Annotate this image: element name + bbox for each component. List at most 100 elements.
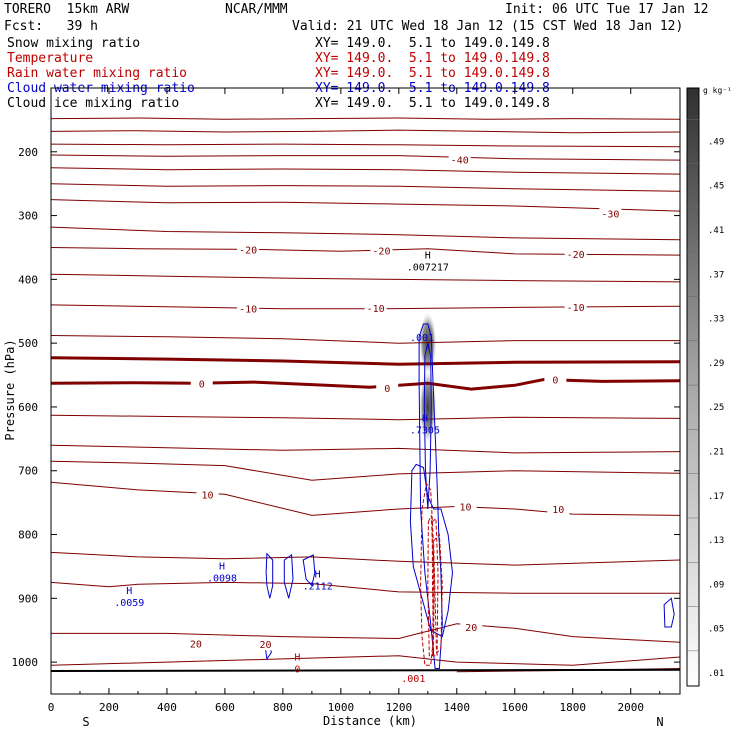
y-tick-label: 900 bbox=[18, 592, 38, 605]
y-tick-label: 800 bbox=[18, 529, 38, 542]
init-time: Init: 06 UTC Tue 17 Jan 12 bbox=[505, 2, 709, 17]
isotherm-line bbox=[51, 414, 680, 421]
isotherm-label-background bbox=[454, 500, 477, 513]
isotherm-label: 0 bbox=[552, 376, 558, 387]
isotherm-label-background bbox=[544, 373, 567, 386]
x-tick-label: 200 bbox=[99, 701, 119, 714]
x-tick-label: 1200 bbox=[386, 701, 413, 714]
colorbar-tick-label: .21 bbox=[708, 448, 724, 458]
isotherm-label-background bbox=[364, 302, 387, 315]
isotherm-line bbox=[51, 304, 680, 310]
colorbar-tick-label: .33 bbox=[708, 315, 724, 325]
isotherm-line bbox=[51, 143, 680, 148]
isotherm-line bbox=[51, 460, 680, 481]
isotherm-line bbox=[51, 551, 680, 566]
isotherm-line bbox=[51, 481, 680, 516]
x-tick-label: 2000 bbox=[617, 701, 644, 714]
isotherm-line bbox=[51, 623, 680, 643]
x-tick-label: 600 bbox=[215, 701, 235, 714]
field-xy-cloud-ice: XY= 149.0. 5.1 to 149.0.149.8 bbox=[315, 96, 550, 111]
isotherm-line bbox=[51, 581, 680, 594]
isotherm-line bbox=[51, 377, 680, 391]
field-name-rain: Rain water mixing ratio bbox=[7, 66, 188, 81]
extremum-marker: H bbox=[294, 652, 300, 663]
extremum-value: .0098 bbox=[207, 573, 237, 584]
forecast-hour: Fcst: 39 h bbox=[4, 19, 98, 34]
extremum-value: .2112 bbox=[303, 582, 333, 593]
colorbar-tick-label: .41 bbox=[708, 226, 724, 236]
rain-water-contour bbox=[433, 533, 443, 654]
y-tick-label: 400 bbox=[18, 273, 38, 286]
colorbar-tick-label: .17 bbox=[708, 492, 724, 502]
isotherm-line bbox=[51, 356, 680, 366]
isotherm-label-background bbox=[599, 207, 622, 220]
plot-frame bbox=[50, 87, 681, 695]
isotherm-label: 10 bbox=[552, 505, 564, 516]
isotherm-label-background bbox=[564, 300, 587, 313]
isotherm-line bbox=[51, 117, 680, 120]
y-axis-label: Pressure (hPa) bbox=[3, 339, 17, 440]
colorbar-tick-label: .49 bbox=[708, 137, 724, 147]
north-end-label: N bbox=[656, 715, 663, 729]
extremum-value: .001 bbox=[410, 333, 434, 344]
cloud-water-contour bbox=[265, 552, 274, 599]
isotherm-label-background bbox=[564, 247, 587, 260]
isotherm-label: 0 bbox=[384, 384, 390, 395]
x-tick-label: 1000 bbox=[328, 701, 355, 714]
isotherm-line bbox=[51, 335, 680, 344]
extremum-marker: H bbox=[126, 586, 132, 597]
field-name-cloud-ice: Cloud ice mixing ratio bbox=[7, 96, 180, 111]
extremum-value: .007217 bbox=[407, 263, 449, 274]
colorbar-tick-label: .25 bbox=[708, 403, 724, 413]
colorbar-scale bbox=[686, 87, 700, 687]
y-tick-label: 600 bbox=[18, 401, 38, 414]
extremum-marker: H bbox=[425, 251, 431, 262]
isotherm-label: 20 bbox=[465, 623, 477, 634]
cloud-water-contour bbox=[302, 554, 316, 587]
isotherm-line bbox=[51, 167, 680, 175]
isotherm-label: -20 bbox=[372, 247, 390, 258]
isotherm-line bbox=[51, 226, 680, 241]
isotherm-label-background bbox=[460, 621, 483, 634]
extremum-value: .0059 bbox=[114, 598, 144, 609]
isotherm-line bbox=[51, 247, 680, 256]
isotherm-label-background bbox=[254, 638, 277, 651]
x-tick-label: 1600 bbox=[502, 701, 529, 714]
colorbar-tick-label: .13 bbox=[708, 536, 724, 546]
valid-time: Valid: 21 UTC Wed 18 Jan 12 (15 CST Wed … bbox=[292, 19, 684, 34]
field-xy-rain: XY= 149.0. 5.1 to 149.0.149.8 bbox=[315, 66, 550, 81]
isotherm-label-background bbox=[237, 243, 260, 256]
isotherm-label: -20 bbox=[239, 245, 257, 256]
y-tick-label: 200 bbox=[18, 146, 38, 159]
ground-surface-line bbox=[51, 668, 680, 672]
colorbar-unit-label: g kg⁻¹ bbox=[703, 86, 732, 95]
colorbar-tick-label: .05 bbox=[708, 625, 724, 635]
isotherm-label-background bbox=[196, 488, 219, 501]
snow-shading-core bbox=[418, 368, 437, 445]
x-tick-label: 1400 bbox=[444, 701, 471, 714]
colorbar-tick-label: .45 bbox=[708, 182, 724, 192]
colorbar-tick-label: .01 bbox=[708, 669, 724, 679]
extremum-marker: H bbox=[219, 561, 225, 572]
isotherm-label-background bbox=[190, 377, 213, 390]
isotherm-line bbox=[51, 129, 680, 134]
x-tick-label: 800 bbox=[273, 701, 293, 714]
isotherm-label-background bbox=[448, 153, 471, 166]
isotherm-label: 10 bbox=[202, 490, 214, 501]
isotherm-line bbox=[51, 655, 680, 666]
y-tick-label: 1000 bbox=[12, 656, 39, 669]
isotherm-label: 20 bbox=[190, 640, 202, 651]
model-title: TORERO 15km ARW bbox=[4, 2, 130, 17]
field-name-temperature: Temperature bbox=[7, 51, 94, 66]
isotherm-label-background bbox=[237, 302, 260, 315]
isotherm-label: 10 bbox=[459, 502, 471, 513]
isotherm-label: -10 bbox=[567, 303, 585, 314]
rain-water-contour bbox=[427, 515, 435, 657]
isotherm-line bbox=[51, 183, 680, 192]
cloud-water-contour bbox=[409, 463, 454, 638]
field-xy-temperature: XY= 149.0. 5.1 to 149.0.149.8 bbox=[315, 51, 550, 66]
colorbar-tick-label: .09 bbox=[708, 580, 724, 590]
cloud-water-contour bbox=[283, 553, 294, 599]
isotherm-line bbox=[51, 273, 680, 283]
extremum-marker: H bbox=[315, 570, 321, 581]
